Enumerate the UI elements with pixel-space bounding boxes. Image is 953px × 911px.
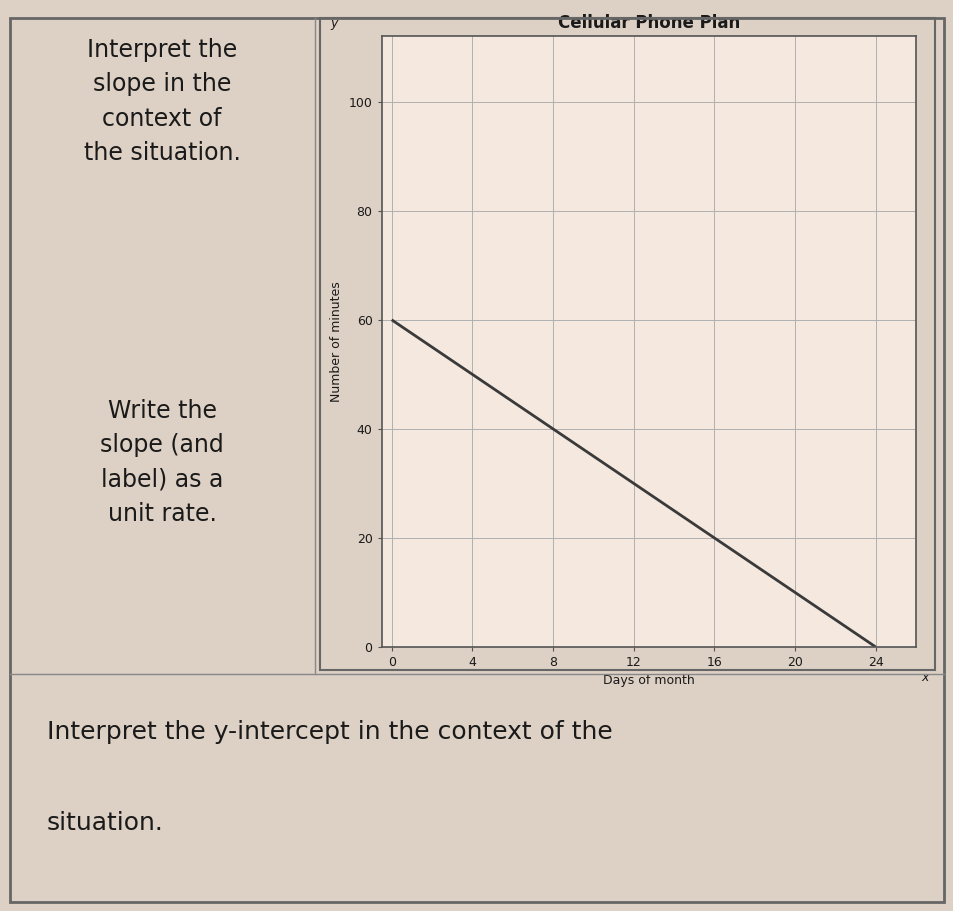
Title: Cellular Phone Plan: Cellular Phone Plan bbox=[557, 14, 740, 32]
Text: Interpret the
slope in the
context of
the situation.: Interpret the slope in the context of th… bbox=[84, 38, 240, 165]
Text: Write the
slope (and
label) as a
unit rate.: Write the slope (and label) as a unit ra… bbox=[100, 399, 224, 526]
Text: y: y bbox=[330, 17, 336, 30]
Y-axis label: Number of minutes: Number of minutes bbox=[330, 281, 343, 402]
Text: situation.: situation. bbox=[47, 811, 164, 834]
Text: Interpret the y-intercept in the context of the: Interpret the y-intercept in the context… bbox=[47, 720, 612, 743]
X-axis label: Days of month: Days of month bbox=[602, 674, 694, 688]
Text: x: x bbox=[921, 670, 927, 684]
